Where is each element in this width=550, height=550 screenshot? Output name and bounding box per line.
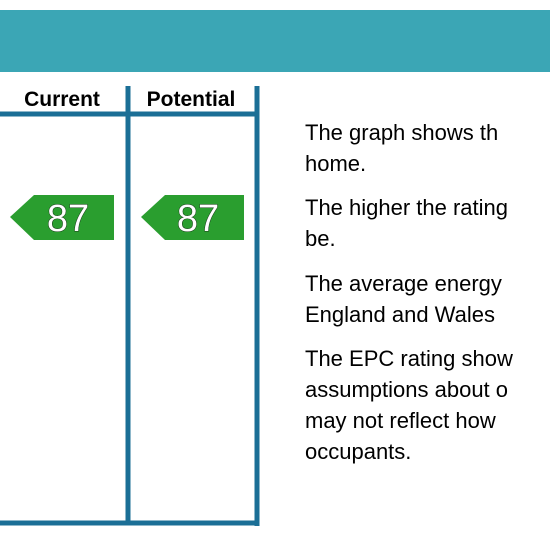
current-rating: 87 <box>47 198 89 240</box>
paragraph-line: The graph shows th <box>305 120 498 145</box>
paragraph-line: be. <box>305 226 336 251</box>
potential-rating: 87 <box>177 198 219 240</box>
explanation-text: The graph shows th home. The higher the ra… <box>305 120 513 464</box>
paragraph-line: England and Wales <box>305 302 495 327</box>
paragraph-line: assumptions about o <box>305 377 508 402</box>
rating-arrow <box>141 195 244 240</box>
paragraph-line: may not reflect how <box>305 408 496 433</box>
paragraph-line: The higher the rating <box>305 195 508 220</box>
column-header: Current <box>24 88 100 111</box>
paragraph-line: occupants. <box>305 439 411 464</box>
rating-table-frame <box>0 86 260 526</box>
rating-arrow <box>10 195 114 240</box>
paragraph-line: The EPC rating show <box>305 346 513 371</box>
column-header: Potential <box>147 88 236 111</box>
paragraph-line: The average energy <box>305 271 502 296</box>
top-band <box>0 10 550 72</box>
paragraph-line: home. <box>305 151 366 176</box>
